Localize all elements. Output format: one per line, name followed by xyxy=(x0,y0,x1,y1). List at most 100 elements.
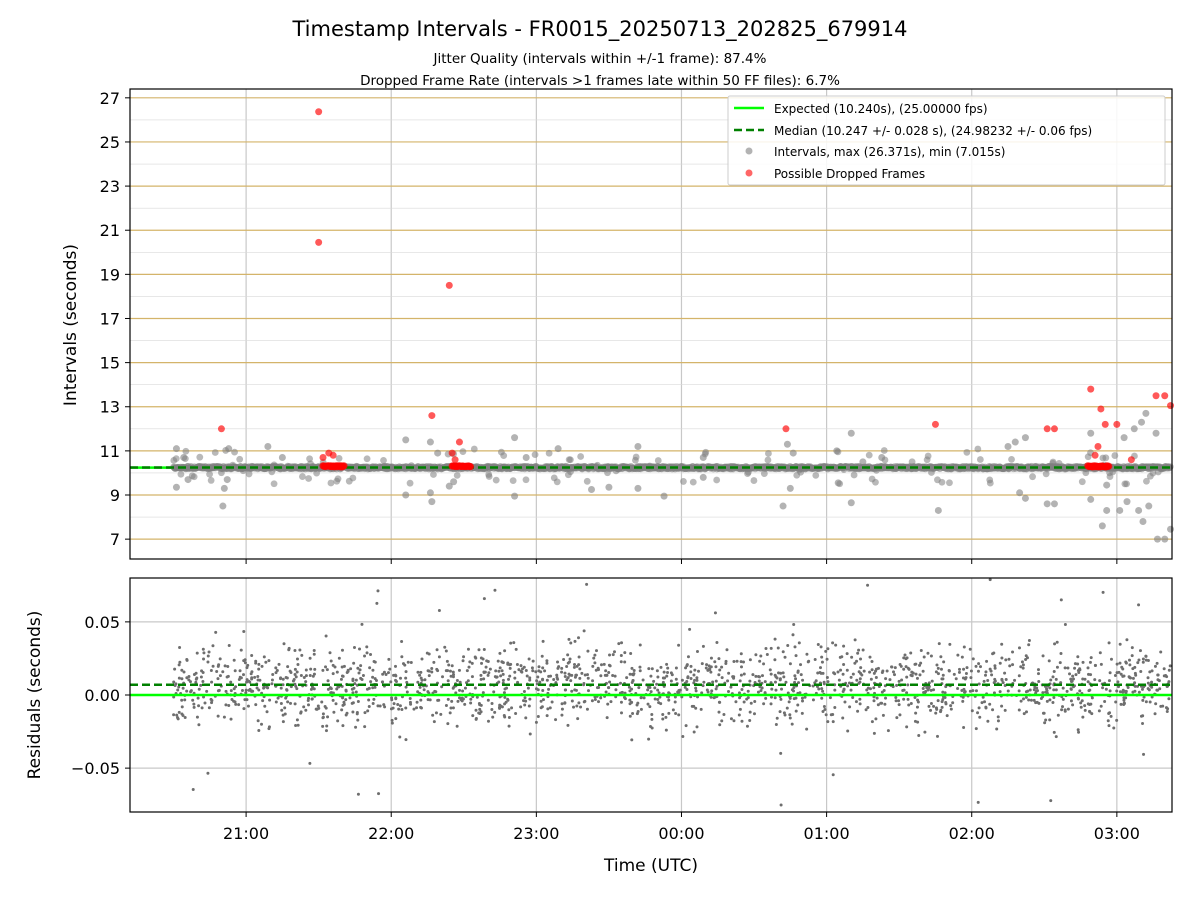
residual-point xyxy=(560,670,564,674)
residual-point xyxy=(481,691,485,695)
residual-point xyxy=(572,705,576,709)
residual-point xyxy=(286,700,290,704)
residual-point xyxy=(1142,695,1146,699)
residual-point xyxy=(245,698,249,702)
residual-point xyxy=(952,672,956,676)
residual-point xyxy=(639,695,643,699)
residual-point xyxy=(180,698,184,702)
residual-point xyxy=(431,713,435,717)
residual-point xyxy=(921,669,925,673)
interval-point xyxy=(306,455,313,463)
residual-point xyxy=(637,686,641,690)
residual-point xyxy=(365,651,369,655)
residual-point xyxy=(293,648,297,652)
interval-outlier-point xyxy=(833,447,841,455)
residual-point xyxy=(201,679,205,683)
residual-point xyxy=(304,668,308,672)
residual-point xyxy=(509,641,513,645)
residual-point xyxy=(356,718,360,722)
interval-point xyxy=(335,454,343,462)
residual-point xyxy=(911,671,915,675)
residual-point xyxy=(404,685,408,689)
residuals-y-ticks: −0.050.000.05 xyxy=(71,613,130,778)
dropped-frame-point xyxy=(1101,420,1109,428)
residual-point xyxy=(841,672,845,676)
residual-point xyxy=(180,705,184,709)
residual-point xyxy=(582,683,586,687)
residual-point xyxy=(1061,686,1065,690)
residual-point xyxy=(764,696,768,700)
interval-point xyxy=(1102,454,1110,462)
residual-point xyxy=(868,670,872,674)
residual-point xyxy=(909,702,913,706)
residual-point xyxy=(1130,654,1134,658)
interval-outlier-point xyxy=(847,499,855,507)
residual-point xyxy=(423,678,427,682)
residual-point xyxy=(609,700,613,704)
residual-point xyxy=(360,622,364,626)
residual-point xyxy=(947,669,951,673)
residual-point xyxy=(538,680,542,684)
residual-point xyxy=(1128,663,1132,667)
residual-point xyxy=(254,661,258,665)
residual-point xyxy=(344,698,348,702)
interval-outlier-point xyxy=(779,502,787,510)
residual-point xyxy=(778,710,782,714)
residual-point xyxy=(497,705,501,709)
residual-point xyxy=(918,663,922,667)
residual-point xyxy=(474,708,478,712)
residual-point xyxy=(689,664,693,668)
residual-point xyxy=(365,687,369,691)
intervals-y-tick-label: 21 xyxy=(100,221,120,240)
residual-point xyxy=(599,696,603,700)
residual-point xyxy=(294,724,298,728)
residual-point xyxy=(1156,673,1160,677)
residual-point xyxy=(404,706,408,710)
residual-point xyxy=(394,679,398,683)
residual-point xyxy=(773,658,777,662)
residual-point xyxy=(939,655,943,659)
residual-point xyxy=(264,660,268,664)
residual-point xyxy=(930,679,934,683)
x-tick-label: 22:00 xyxy=(368,824,414,843)
residual-point xyxy=(674,666,678,670)
residual-point xyxy=(1061,705,1065,709)
residual-point xyxy=(1128,675,1132,679)
residual-point xyxy=(337,656,341,660)
residual-point xyxy=(1069,679,1073,683)
residual-point xyxy=(390,718,394,722)
residual-point xyxy=(669,679,673,683)
residual-point xyxy=(185,658,189,662)
residual-point xyxy=(984,706,988,710)
residual-point xyxy=(215,670,219,674)
residual-point xyxy=(1022,712,1026,716)
residual-point xyxy=(524,668,528,672)
residual-point xyxy=(897,703,901,707)
residual-point xyxy=(853,638,857,642)
residual-point xyxy=(605,673,609,677)
residual-point xyxy=(939,667,943,671)
residual-point xyxy=(281,677,285,681)
interval-point xyxy=(270,480,278,488)
residual-point xyxy=(770,687,774,691)
residual-point xyxy=(274,666,278,670)
residual-point xyxy=(961,676,965,680)
residual-point xyxy=(996,715,1000,719)
residual-point xyxy=(708,668,712,672)
interval-point xyxy=(299,473,306,480)
residual-point xyxy=(545,659,549,663)
residual-point xyxy=(295,718,299,722)
intervals-plot-frame xyxy=(129,88,1173,560)
residual-point xyxy=(494,669,498,673)
interval-point xyxy=(182,447,190,455)
residual-point xyxy=(695,725,699,729)
residual-point xyxy=(567,637,571,641)
interval-outlier-point xyxy=(1153,535,1161,543)
interval-outlier-point xyxy=(1098,522,1106,530)
interval-outlier-point xyxy=(587,485,595,493)
residual-point xyxy=(656,688,660,692)
residual-point xyxy=(742,672,746,676)
residual-point xyxy=(488,667,492,671)
residual-point xyxy=(185,689,189,693)
